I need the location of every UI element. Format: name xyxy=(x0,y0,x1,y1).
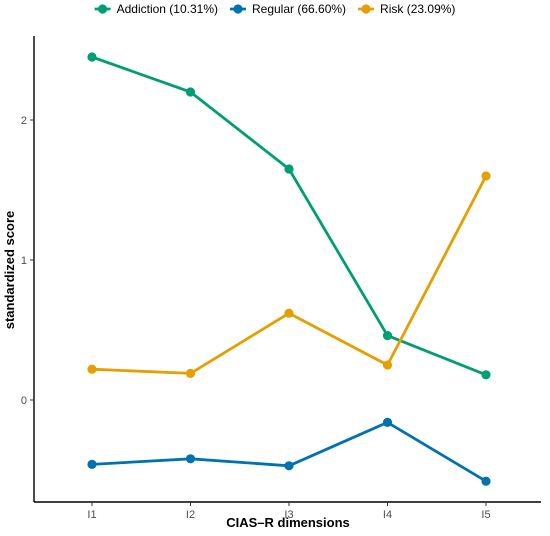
plot-area xyxy=(87,52,491,486)
legend-key-point xyxy=(233,4,243,14)
data-point xyxy=(382,360,393,370)
data-point xyxy=(87,52,97,62)
x-tick-label: I3 xyxy=(284,509,293,521)
legend-label: Risk (23.09%) xyxy=(380,2,455,16)
series-1 xyxy=(87,417,491,486)
x-axis-title: CIAS–R dimensions xyxy=(226,515,350,530)
legend-item: Risk (23.09%) xyxy=(358,2,455,16)
data-point xyxy=(185,368,196,378)
data-point xyxy=(185,454,196,464)
data-point xyxy=(481,370,491,380)
legend-label: Addiction (10.31%) xyxy=(117,2,218,16)
legend-item: Addiction (10.31%) xyxy=(94,2,218,16)
legend-label: Regular (66.60%) xyxy=(252,2,346,16)
data-point xyxy=(284,164,294,174)
legend-item: Regular (66.60%) xyxy=(229,2,346,16)
legend: Addiction (10.31%) Regular (66.60%) Risk (… xyxy=(94,2,455,16)
x-tick-label: I4 xyxy=(383,509,392,521)
data-point xyxy=(382,331,393,341)
x-axis-ticks: I1 I2 I3 I4 I5 xyxy=(87,502,491,521)
data-point xyxy=(481,171,491,181)
legend-key-point xyxy=(97,4,108,14)
series-line xyxy=(91,420,487,483)
legend-key-point xyxy=(361,4,371,14)
y-tick-label: 1 xyxy=(21,255,27,267)
data-point xyxy=(382,417,393,427)
y-axis-title: standardized score xyxy=(2,211,17,330)
series-2 xyxy=(87,171,491,378)
x-tick-label: I5 xyxy=(481,509,490,521)
data-point xyxy=(87,364,97,374)
data-point xyxy=(284,461,294,471)
data-point xyxy=(481,476,491,486)
data-point xyxy=(87,459,97,469)
series-line xyxy=(91,55,487,377)
y-tick-label: 2 xyxy=(21,115,27,127)
x-tick-label: I1 xyxy=(87,509,96,521)
data-point xyxy=(284,308,294,318)
series-line xyxy=(91,175,488,375)
data-point xyxy=(185,87,196,97)
y-axis-ticks: 0 1 2 xyxy=(21,115,34,407)
x-tick-label: I2 xyxy=(186,509,195,521)
series-0 xyxy=(87,52,491,380)
y-tick-label: 0 xyxy=(21,395,27,407)
